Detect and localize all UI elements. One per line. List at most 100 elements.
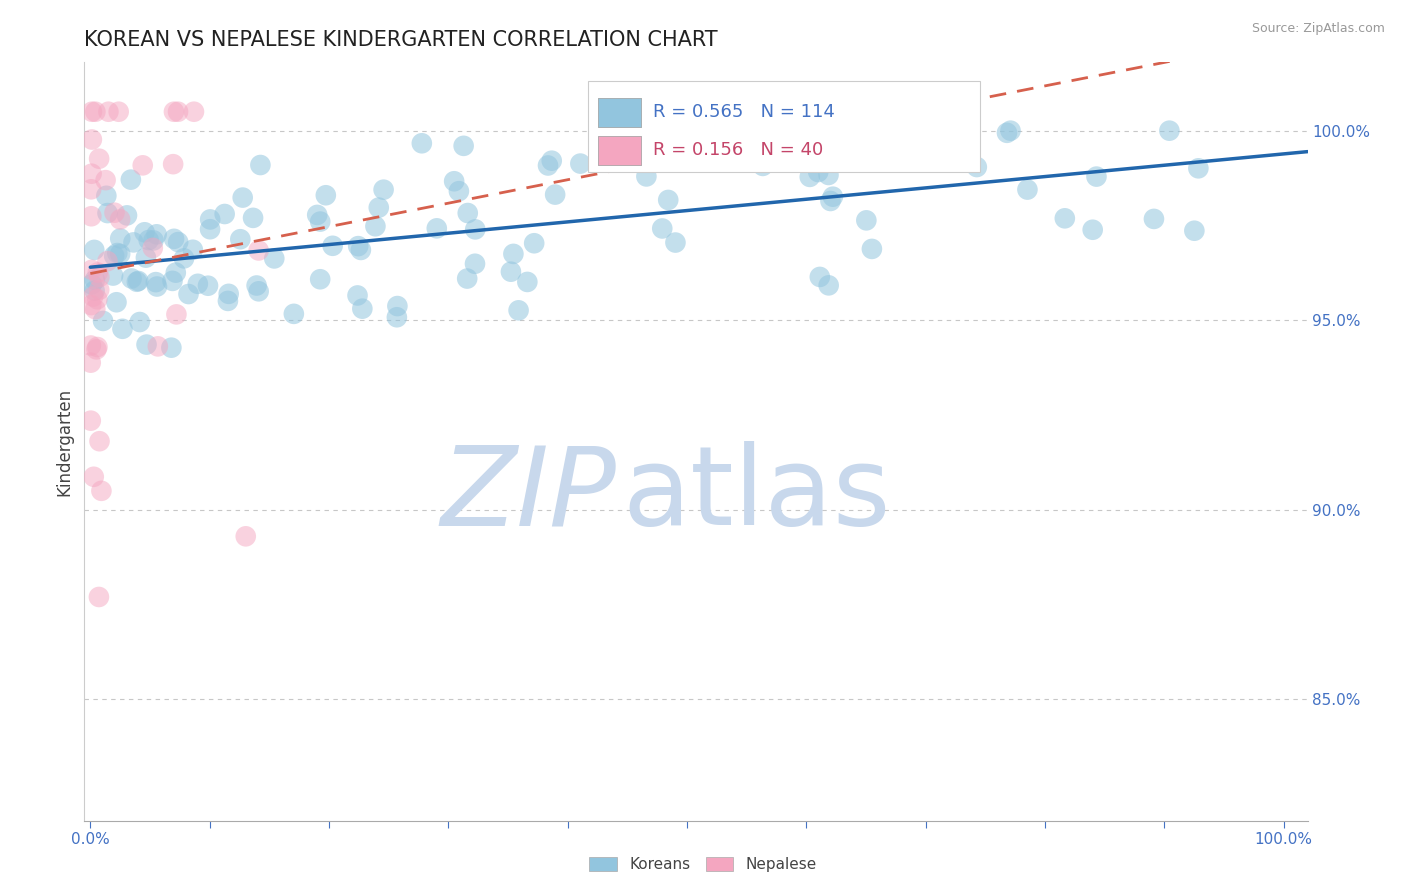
Nepalese (183, 104, 205, 119)
Koreans (820, 194, 842, 208)
Koreans (443, 174, 465, 188)
Koreans (246, 278, 269, 293)
Koreans (807, 165, 830, 179)
FancyBboxPatch shape (588, 81, 980, 172)
Koreans (167, 235, 190, 249)
Koreans (122, 235, 145, 250)
Koreans (464, 222, 486, 236)
Koreans (263, 252, 285, 266)
Koreans (636, 169, 658, 184)
Nepalese (108, 212, 131, 227)
Koreans (569, 156, 592, 170)
Koreans (1053, 211, 1076, 226)
Koreans (457, 206, 479, 220)
Koreans (828, 136, 851, 151)
Koreans (499, 265, 522, 279)
Nepalese (80, 209, 103, 223)
Koreans (347, 239, 370, 253)
Koreans (387, 299, 409, 313)
Koreans (966, 160, 988, 174)
Koreans (80, 277, 103, 292)
Koreans (1017, 183, 1039, 197)
Y-axis label: Kindergarten: Kindergarten (55, 387, 73, 496)
Koreans (217, 293, 239, 308)
Koreans (142, 234, 165, 248)
Koreans (96, 188, 118, 202)
Nepalese (163, 104, 186, 119)
Koreans (187, 277, 209, 291)
Koreans (456, 271, 478, 285)
Koreans (447, 184, 470, 198)
Koreans (411, 136, 433, 151)
Nepalese (86, 343, 108, 357)
Nepalese (89, 283, 111, 297)
Koreans (464, 257, 486, 271)
Koreans (105, 246, 128, 260)
Nepalese (84, 302, 107, 317)
Koreans (83, 243, 105, 257)
Koreans (125, 275, 148, 289)
Koreans (181, 243, 204, 257)
Nepalese (165, 307, 187, 321)
Nepalese (94, 173, 117, 187)
Text: R = 0.565   N = 114: R = 0.565 N = 114 (654, 103, 835, 121)
Koreans (664, 235, 686, 250)
Text: R = 0.156   N = 40: R = 0.156 N = 40 (654, 142, 824, 160)
Koreans (808, 269, 831, 284)
Koreans (540, 153, 562, 168)
Koreans (145, 227, 167, 242)
Koreans (138, 233, 160, 247)
Nepalese (162, 157, 184, 171)
Nepalese (90, 483, 112, 498)
Nepalese (167, 104, 190, 119)
Koreans (352, 301, 374, 316)
Koreans (162, 274, 184, 288)
Koreans (1187, 161, 1209, 176)
Koreans (134, 225, 156, 239)
Legend: Koreans, Nepalese: Koreans, Nepalese (582, 849, 824, 880)
Nepalese (103, 205, 125, 219)
Koreans (817, 278, 839, 293)
Koreans (128, 315, 150, 329)
Koreans (309, 272, 332, 286)
Nepalese (80, 263, 103, 277)
Text: Source: ZipAtlas.com: Source: ZipAtlas.com (1251, 22, 1385, 36)
Koreans (1182, 224, 1205, 238)
Nepalese (80, 356, 103, 370)
Koreans (101, 268, 124, 283)
Koreans (1000, 123, 1022, 137)
FancyBboxPatch shape (598, 98, 641, 127)
Koreans (686, 138, 709, 153)
Nepalese (107, 104, 129, 119)
Koreans (198, 212, 221, 227)
Koreans (651, 221, 673, 235)
Koreans (346, 288, 368, 302)
Koreans (163, 232, 186, 246)
Koreans (523, 236, 546, 251)
Nepalese (80, 132, 103, 146)
Koreans (373, 183, 395, 197)
Koreans (214, 207, 236, 221)
Koreans (283, 307, 305, 321)
Koreans (1159, 123, 1181, 137)
Koreans (502, 247, 524, 261)
Nepalese (80, 104, 103, 119)
Koreans (995, 126, 1018, 140)
Koreans (96, 206, 118, 220)
Koreans (127, 274, 149, 288)
Koreans (1085, 169, 1108, 184)
Koreans (229, 232, 252, 246)
Koreans (165, 266, 187, 280)
Nepalese (97, 104, 120, 119)
Koreans (177, 287, 200, 301)
Koreans (364, 219, 387, 234)
Koreans (146, 279, 169, 293)
Koreans (860, 242, 883, 256)
Koreans (1143, 211, 1166, 226)
Text: ZIP: ZIP (440, 442, 616, 548)
Nepalese (235, 529, 257, 543)
Koreans (385, 310, 408, 325)
Nepalese (82, 289, 104, 303)
Koreans (779, 123, 801, 137)
Koreans (108, 247, 131, 261)
